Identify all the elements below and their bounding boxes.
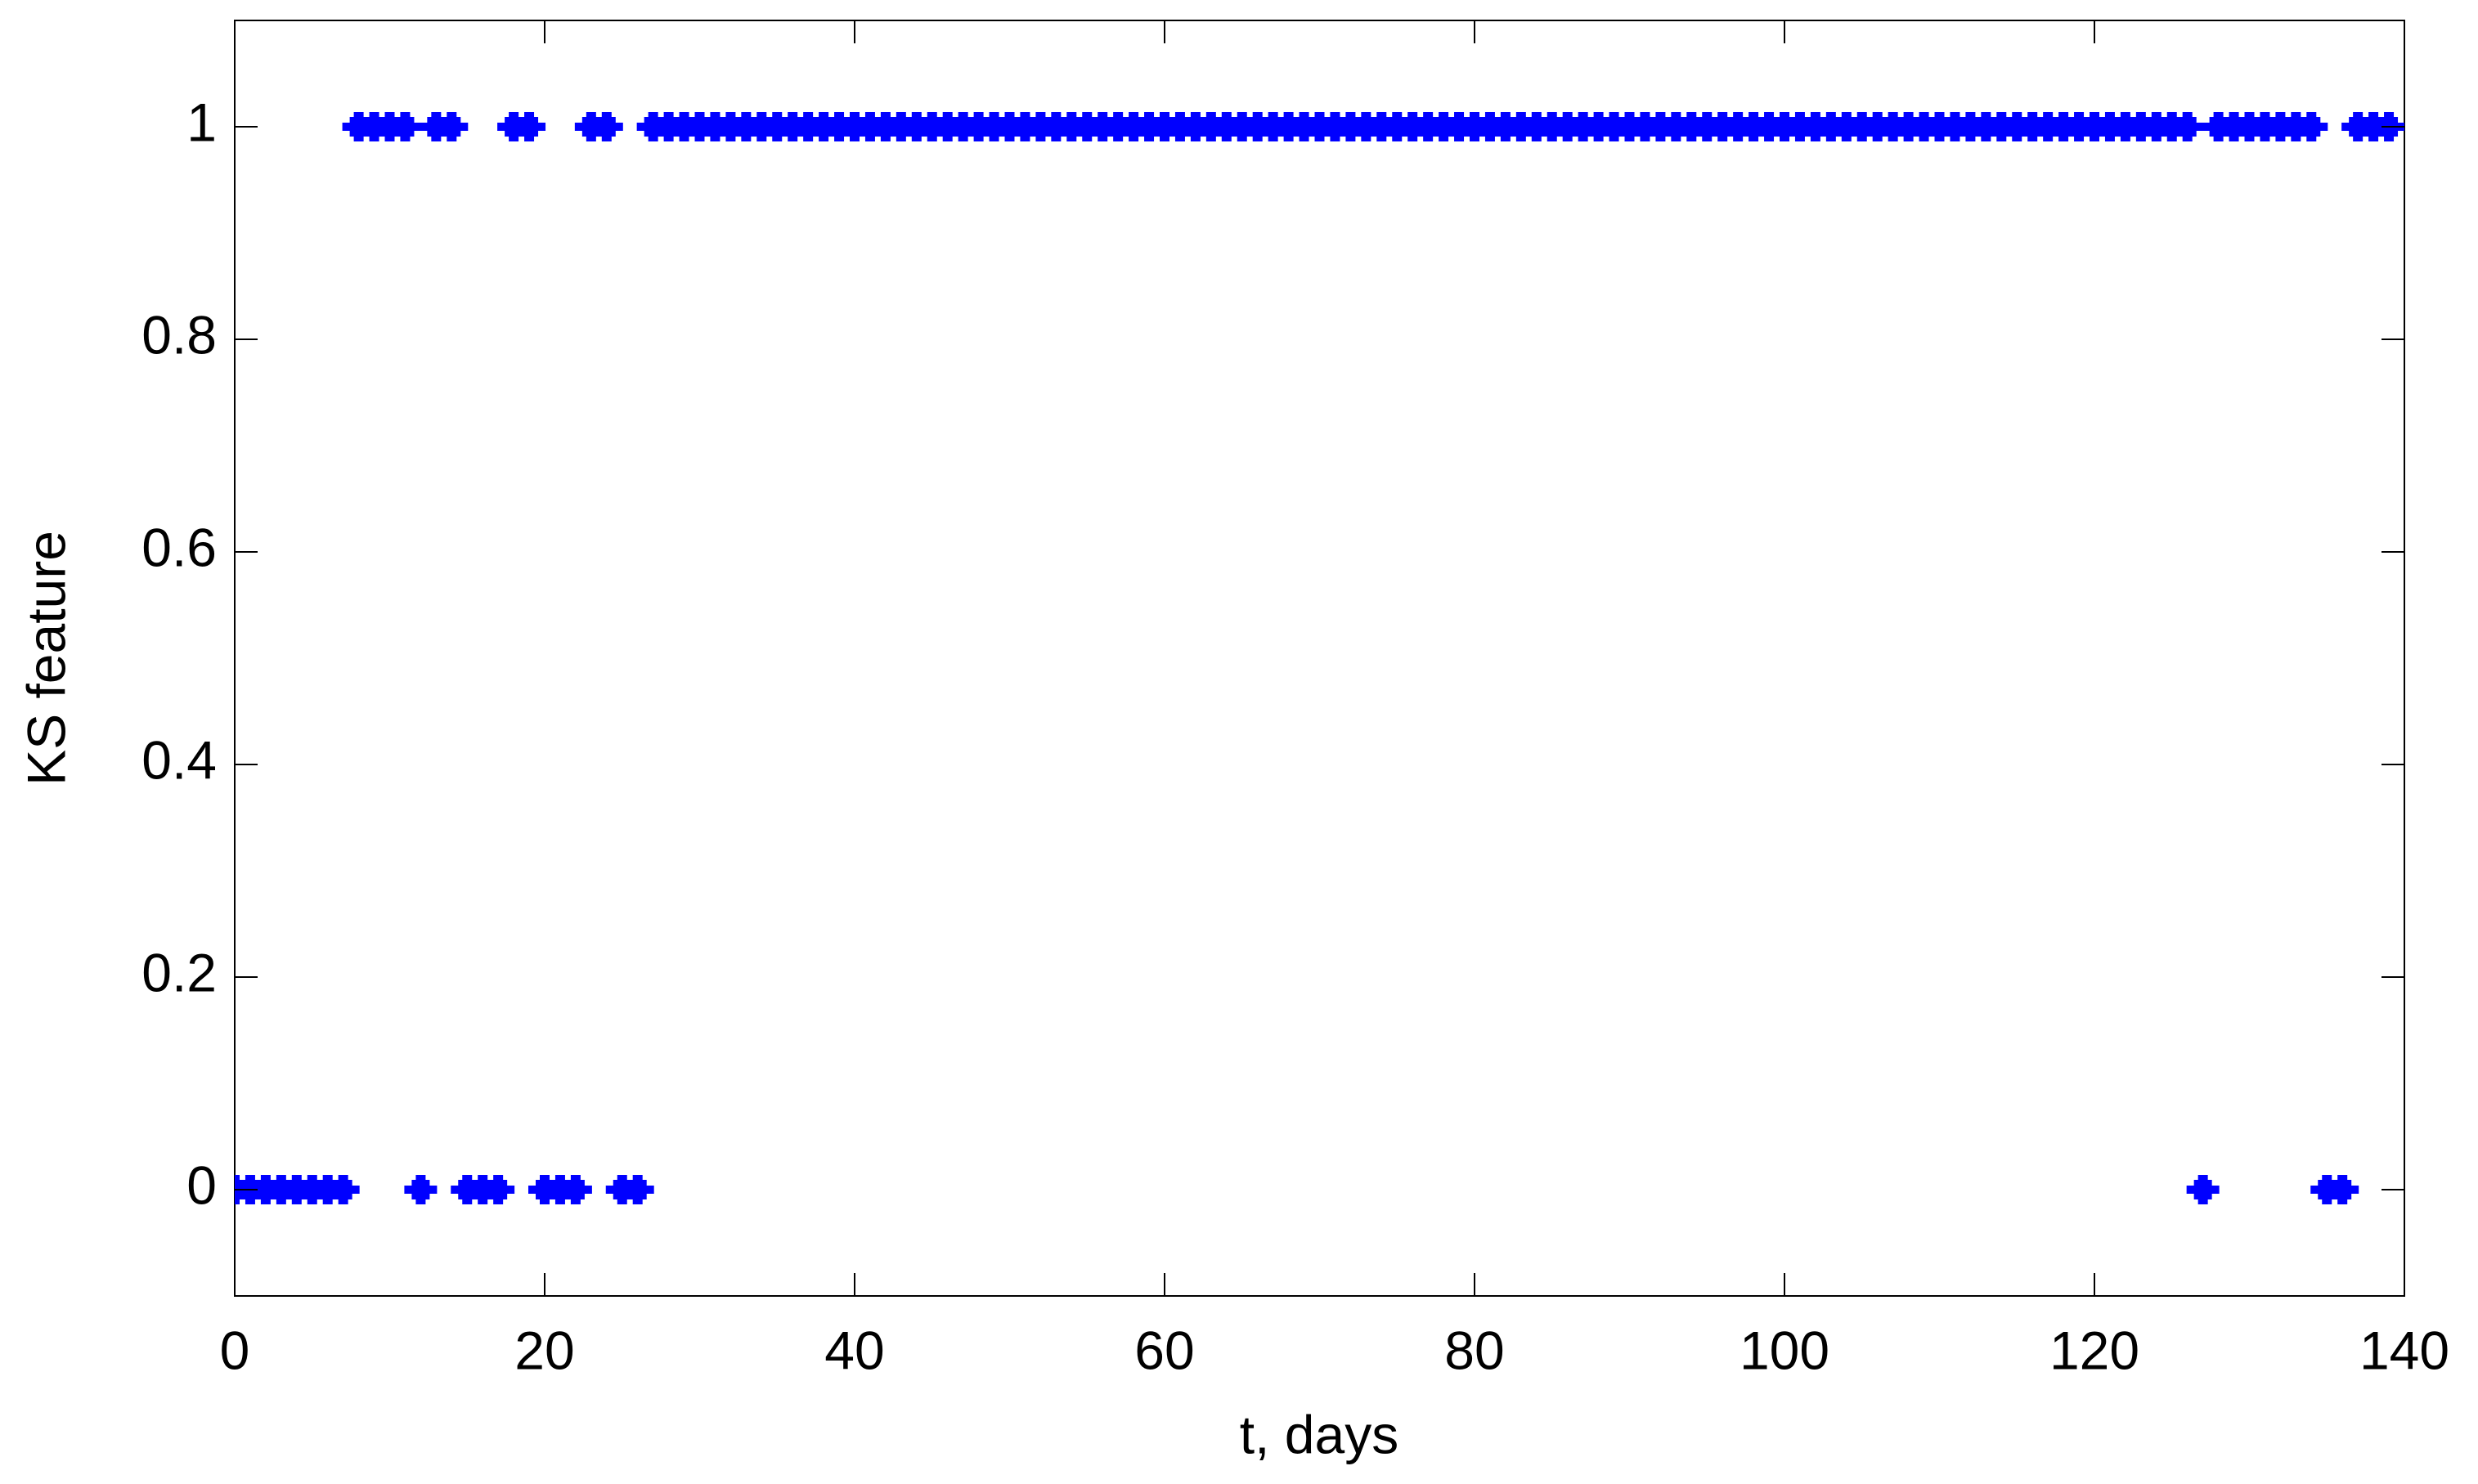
point [482,1175,515,1204]
plot-frame [234,20,2405,1297]
y-tick-label: 0 [186,1154,217,1215]
point [2186,1175,2220,1204]
point [590,112,623,141]
y-tick-label: 0.6 [141,517,217,577]
y-tick-label: 0.2 [141,942,217,1002]
point [559,1175,592,1204]
x-tick-label: 0 [220,1320,250,1380]
x-tick-label: 100 [1740,1320,1829,1380]
y-tick-label: 0.4 [141,729,217,790]
marks [235,112,2404,1204]
point [326,1175,360,1204]
y-tick-label: 0.8 [141,304,217,365]
point [2170,112,2204,141]
point [435,112,469,141]
point [621,1175,654,1204]
point [2326,1175,2359,1204]
x-tick-label: 80 [1444,1320,1504,1380]
x-tick-label: 60 [1134,1320,1194,1380]
x-axis-label: t, days [1240,1404,1398,1464]
point [2295,112,2328,141]
point [388,112,422,141]
x-tick-label: 20 [514,1320,574,1380]
y-tick-label: 1 [186,92,217,152]
x-tick-label: 120 [2049,1320,2139,1380]
y-axis-label: KS feature [16,531,76,786]
point [513,112,546,141]
x-tick-label: 140 [2359,1320,2449,1380]
point [404,1175,438,1204]
x-tick-label: 40 [824,1320,884,1380]
